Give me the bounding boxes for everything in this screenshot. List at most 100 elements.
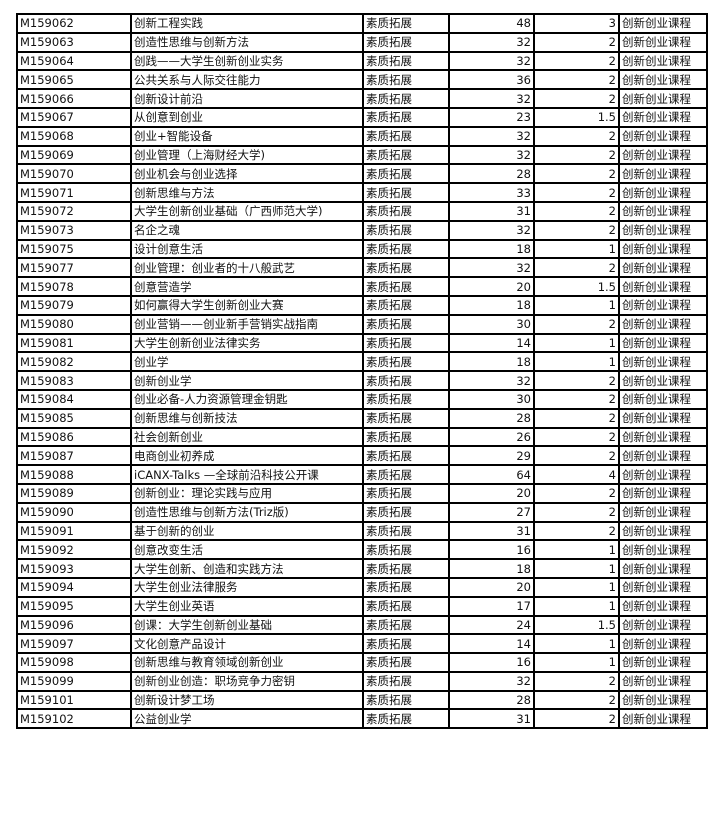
course-code: M159075	[16, 238, 132, 260]
course-code: M159064	[16, 50, 132, 72]
course-category: 素质拓展	[362, 88, 450, 109]
course-name: 创意改变生活	[130, 539, 364, 561]
course-credits: 2	[533, 163, 620, 185]
course-credits: 1	[533, 294, 620, 316]
course-code: M159098	[16, 652, 132, 673]
course-hours: 32	[448, 670, 535, 692]
course-name: 大学生创业英语	[130, 595, 364, 617]
course-category: 素质拓展	[362, 69, 450, 91]
course-type: 创新创业课程	[618, 13, 708, 34]
course-name: 创新设计前沿	[130, 88, 364, 109]
course-category: 素质拓展	[362, 125, 450, 147]
course-name: 公益创业学	[130, 708, 364, 730]
course-hours: 32	[448, 144, 535, 166]
course-type: 创新创业课程	[618, 106, 708, 128]
table-row: M159065 公共关系与人际交往能力 素质拓展 36 2 创新创业课程	[16, 69, 708, 91]
course-credits: 2	[533, 370, 620, 391]
table-row: M159089 创新创业：理论实践与应用 素质拓展 20 2 创新创业课程	[16, 482, 708, 504]
course-type: 创新创业课程	[618, 689, 708, 711]
table-row: M159078 创意营造学 素质拓展 20 1.5 创新创业课程	[16, 276, 708, 297]
course-name: 名企之魂	[130, 219, 364, 241]
course-type: 创新创业课程	[618, 182, 708, 203]
course-credits: 1	[533, 351, 620, 373]
course-hours: 31	[448, 200, 535, 222]
course-hours: 64	[448, 464, 535, 485]
table-row: M159083 创新创业学 素质拓展 32 2 创新创业课程	[16, 370, 708, 391]
course-name: 创业必备-人力资源管理金钥匙	[130, 388, 364, 410]
course-credits: 1	[533, 652, 620, 673]
course-type: 创新创业课程	[618, 370, 708, 391]
course-category: 素质拓展	[362, 576, 450, 598]
course-credits: 1.5	[533, 276, 620, 297]
course-category: 素质拓展	[362, 163, 450, 185]
course-hours: 28	[448, 407, 535, 429]
course-name: 大学生创新创业基础（广西师范大学)	[130, 200, 364, 222]
course-name: 创业学	[130, 351, 364, 373]
course-credits: 2	[533, 689, 620, 711]
course-hours: 30	[448, 313, 535, 335]
course-category: 素质拓展	[362, 332, 450, 354]
course-hours: 18	[448, 294, 535, 316]
course-hours: 32	[448, 219, 535, 241]
table-row: M159062 创新工程实践 素质拓展 48 3 创新创业课程	[16, 13, 708, 34]
course-hours: 24	[448, 614, 535, 636]
course-credits: 1.5	[533, 614, 620, 636]
course-name: 创新设计梦工场	[130, 689, 364, 711]
course-credits: 1	[533, 576, 620, 598]
course-type: 创新创业课程	[618, 69, 708, 91]
course-category: 素质拓展	[362, 50, 450, 72]
course-hours: 32	[448, 370, 535, 391]
course-code: M159094	[16, 576, 132, 598]
course-hours: 20	[448, 576, 535, 598]
table-row: M159086 社会创新创业 素质拓展 26 2 创新创业课程	[16, 426, 708, 448]
course-code: M159096	[16, 614, 132, 636]
course-type: 创新创业课程	[618, 88, 708, 109]
course-credits: 1	[533, 633, 620, 655]
course-code: M159062	[16, 13, 132, 34]
course-hours: 32	[448, 257, 535, 279]
course-type: 创新创业课程	[618, 50, 708, 72]
course-credits: 2	[533, 445, 620, 467]
course-table-body: M159062 创新工程实践 素质拓展 48 3 创新创业课程 M159063 创造性思维与创…	[16, 13, 708, 730]
course-category: 素质拓展	[362, 219, 450, 241]
course-credits: 2	[533, 257, 620, 279]
course-credits: 1.5	[533, 106, 620, 128]
course-credits: 2	[533, 482, 620, 504]
course-hours: 32	[448, 88, 535, 109]
course-type: 创新创业课程	[618, 332, 708, 354]
table-row: M159097 文化创意产品设计 素质拓展 14 1 创新创业课程	[16, 633, 708, 655]
course-code: M159087	[16, 445, 132, 467]
course-credits: 2	[533, 708, 620, 730]
course-category: 素质拓展	[362, 633, 450, 655]
course-category: 素质拓展	[362, 445, 450, 467]
course-type: 创新创业课程	[618, 276, 708, 297]
course-name: 创业营销——创业新手营销实战指南	[130, 313, 364, 335]
course-type: 创新创业课程	[618, 708, 708, 730]
table-row: M159063 创造性思维与创新方法 素质拓展 32 2 创新创业课程	[16, 31, 708, 53]
course-hours: 18	[448, 238, 535, 260]
course-hours: 27	[448, 501, 535, 523]
table-row: M159091 基于创新的创业 素质拓展 31 2 创新创业课程	[16, 520, 708, 542]
course-type: 创新创业课程	[618, 313, 708, 335]
course-type: 创新创业课程	[618, 614, 708, 636]
course-name: 创业管理：创业者的十八般武艺	[130, 257, 364, 279]
course-category: 素质拓展	[362, 670, 450, 692]
table-row: M159068 创业+智能设备 素质拓展 32 2 创新创业课程	[16, 125, 708, 147]
course-hours: 29	[448, 445, 535, 467]
course-name: iCANX-Talks —全球前沿科技公开课	[130, 464, 364, 485]
course-type: 创新创业课程	[618, 445, 708, 467]
course-name: 从创意到创业	[130, 106, 364, 128]
course-category: 素质拓展	[362, 595, 450, 617]
course-hours: 20	[448, 276, 535, 297]
course-name: 如何赢得大学生创新创业大赛	[130, 294, 364, 316]
course-category: 素质拓展	[362, 614, 450, 636]
table-row: M159102 公益创业学 素质拓展 31 2 创新创业课程	[16, 708, 708, 730]
table-row: M159095 大学生创业英语 素质拓展 17 1 创新创业课程	[16, 595, 708, 617]
course-name: 创造性思维与创新方法(Triz版)	[130, 501, 364, 523]
course-category: 素质拓展	[362, 144, 450, 166]
course-category: 素质拓展	[362, 238, 450, 260]
course-name: 创业+智能设备	[130, 125, 364, 147]
course-credits: 1	[533, 558, 620, 579]
course-credits: 2	[533, 388, 620, 410]
course-hours: 48	[448, 13, 535, 34]
